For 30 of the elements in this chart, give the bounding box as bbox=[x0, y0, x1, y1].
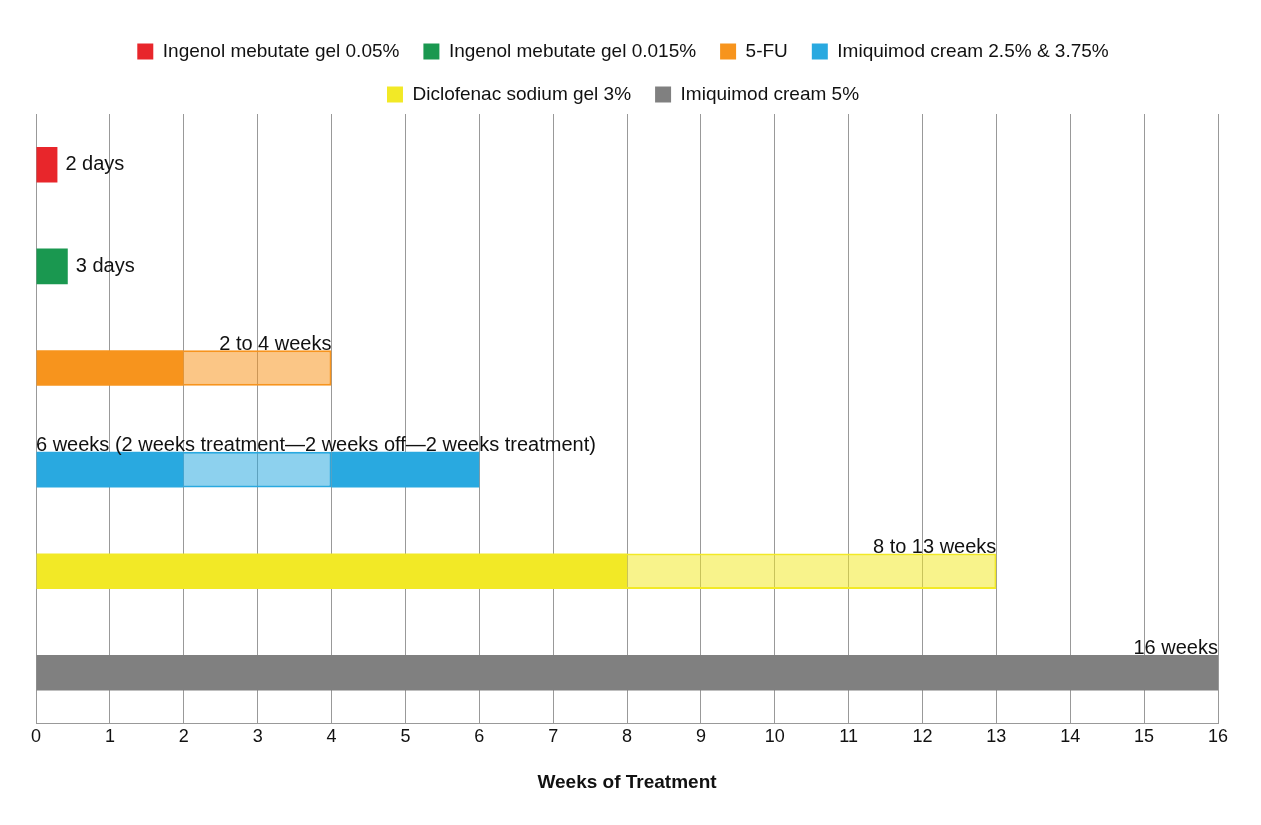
annotation: 2 days bbox=[65, 152, 125, 175]
x-tick-label: 3 bbox=[252, 726, 263, 747]
x-tick-label: 10 bbox=[764, 726, 785, 747]
legend-label: Diclofenac sodium gel 3% bbox=[412, 82, 632, 104]
x-tick-label: 4 bbox=[326, 726, 337, 747]
x-tick-label: 8 bbox=[621, 726, 633, 747]
x-tick-label: 7 bbox=[548, 726, 559, 747]
legend-label: Imiquimod cream 2.5% & 3.75% bbox=[837, 39, 1109, 61]
x-tick-label: 0 bbox=[30, 726, 42, 747]
legend-label: Ingenol mebutate gel 0.05% bbox=[162, 39, 400, 61]
x-tick-label: 15 bbox=[1134, 726, 1155, 747]
legend-label: 5-FU bbox=[745, 39, 788, 61]
x-axis-title: Weeks of Treatment bbox=[537, 770, 718, 792]
x-tick-label: 11 bbox=[839, 726, 858, 747]
x-tick-label: 2 bbox=[178, 726, 189, 747]
x-tick-label: 9 bbox=[695, 726, 706, 747]
legend-label: Imiquimod cream 5% bbox=[680, 82, 860, 104]
legend-label: Ingenol mebutate gel 0.015% bbox=[448, 39, 697, 61]
x-tick-label: 6 bbox=[474, 726, 485, 747]
annotation: 3 days bbox=[75, 253, 135, 276]
x-tick-label: 14 bbox=[1060, 726, 1081, 747]
x-tick-label: 16 bbox=[1207, 726, 1229, 747]
annotation: 16 weeks bbox=[1133, 636, 1218, 659]
annotation: 6 weeks (2 weeks treatment—2 weeks off—2 weeks treatment) bbox=[36, 433, 596, 456]
x-tick-label: 13 bbox=[986, 726, 1007, 747]
x-tick-label: 12 bbox=[912, 726, 933, 747]
annotation: 2 to 4 weeks bbox=[219, 331, 332, 354]
x-tick-label: 5 bbox=[400, 726, 411, 747]
annotation: 8 to 13 weeks bbox=[872, 534, 997, 557]
x-tick-label: 1 bbox=[104, 726, 115, 747]
